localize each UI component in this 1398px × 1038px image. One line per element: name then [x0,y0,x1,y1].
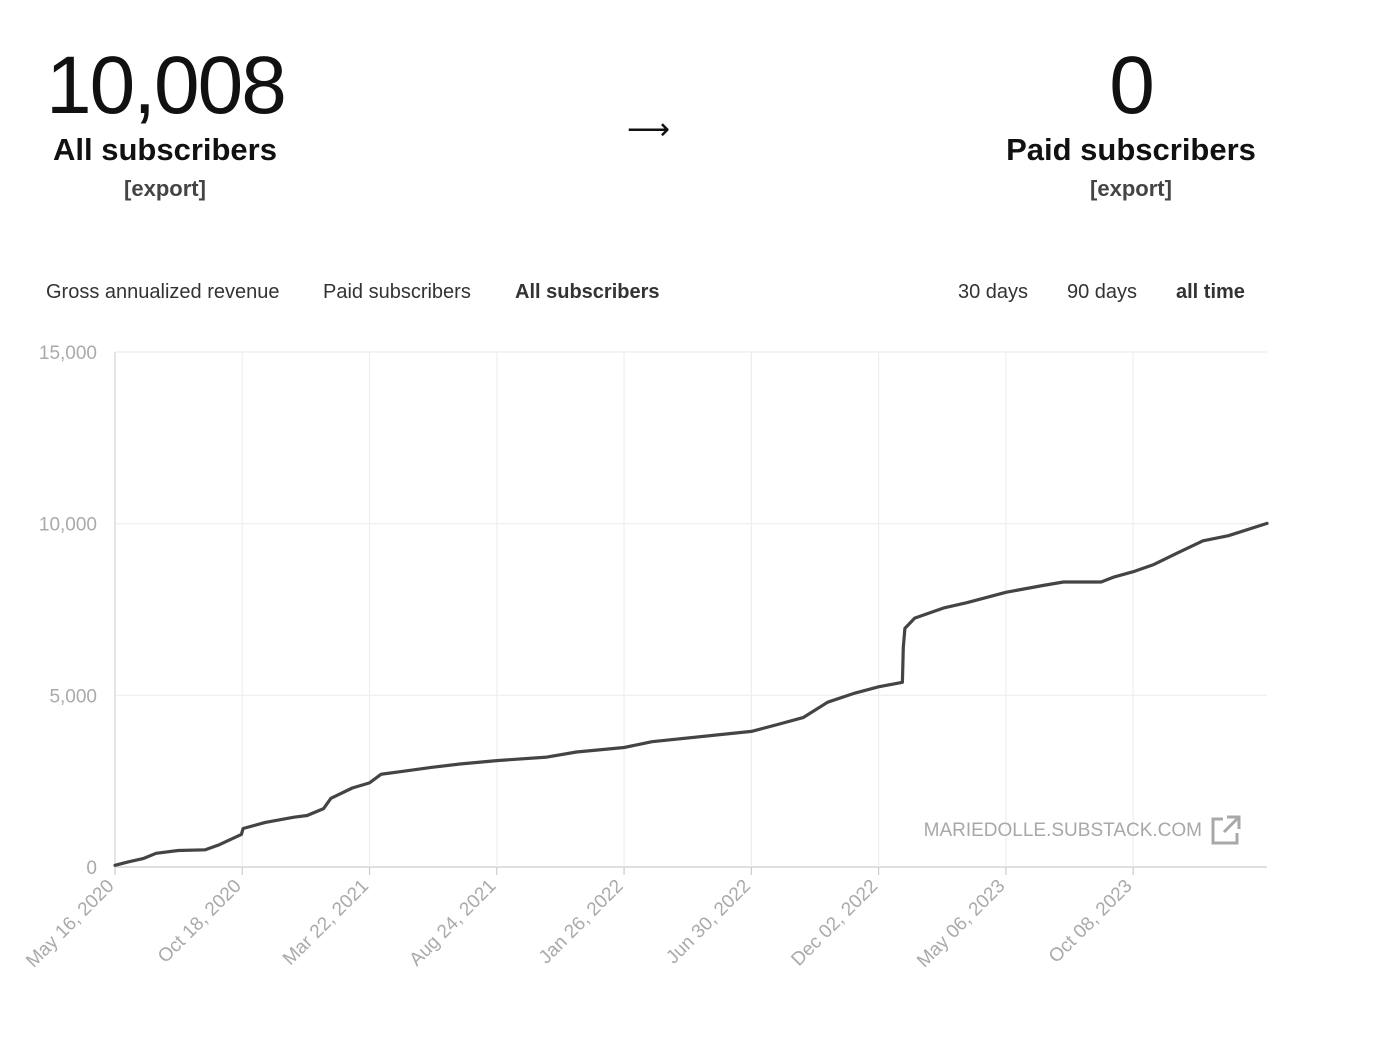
paid-subscribers-export-link[interactable]: [export] [1090,176,1172,201]
y-tick-label: 15,000 [39,343,97,364]
paid-subscribers-count: 0 [1109,40,1155,131]
y-tick-label: 10,000 [39,515,97,536]
x-tick-label: May 16, 2020 [22,876,118,972]
tab-gross-annualized-revenue[interactable]: Gross annualized revenue [46,281,280,303]
chart-grid [114,351,1267,868]
all-subscribers-export-link[interactable]: [export] [124,176,206,201]
x-tick-label: Dec 02, 2022 [787,876,882,971]
tab-all-subscribers[interactable]: All subscribers [515,281,660,303]
external-link-icon [1211,815,1241,845]
all-subscribers-label: All subscribers [53,132,277,167]
chart-axes: 0 5,000 10,000 15,000 May 16, 2020 Oct 18, 20… [22,343,1136,972]
all-subscribers-stat: 10,008 All subscribers [export] [40,38,290,202]
x-tick-label: Aug 24, 2021 [406,876,501,971]
tab-90-days[interactable]: 90 days [1067,281,1138,303]
x-tick-label: Oct 18, 2020 [154,876,246,968]
arrow-right-icon: ⟶ [627,113,671,146]
substack-watermark: MARIEDOLLE.SUBSTACK.COM [924,820,1202,841]
x-tick-label: May 06, 2023 [913,876,1009,972]
subscribers-line-chart: 0 5,000 10,000 15,000 May 16, 2020 Oct 18, 20… [22,343,1269,972]
x-tick-label: Oct 08, 2023 [1045,876,1137,968]
y-tick-label: 5,000 [49,686,97,707]
paid-subscribers-label: Paid subscribers [1006,132,1256,167]
all-subscribers-count: 10,008 [46,40,287,131]
chart-watermark: MARIEDOLLE.SUBSTACK.COM [924,815,1241,845]
tab-all-time[interactable]: all time [1176,281,1245,303]
tab-30-days[interactable]: 30 days [958,281,1029,303]
y-tick-label: 0 [86,858,97,879]
x-tick-label: Jan 26, 2022 [535,876,628,969]
x-tick-label: Mar 22, 2021 [279,876,373,970]
paid-subscribers-stat: 0 Paid subscribers [export] [1000,38,1262,202]
chart-series [113,521,1269,867]
series-line [113,521,1269,867]
x-tick-label: Jun 30, 2022 [662,876,755,969]
tab-paid-subscribers[interactable]: Paid subscribers [323,281,471,303]
